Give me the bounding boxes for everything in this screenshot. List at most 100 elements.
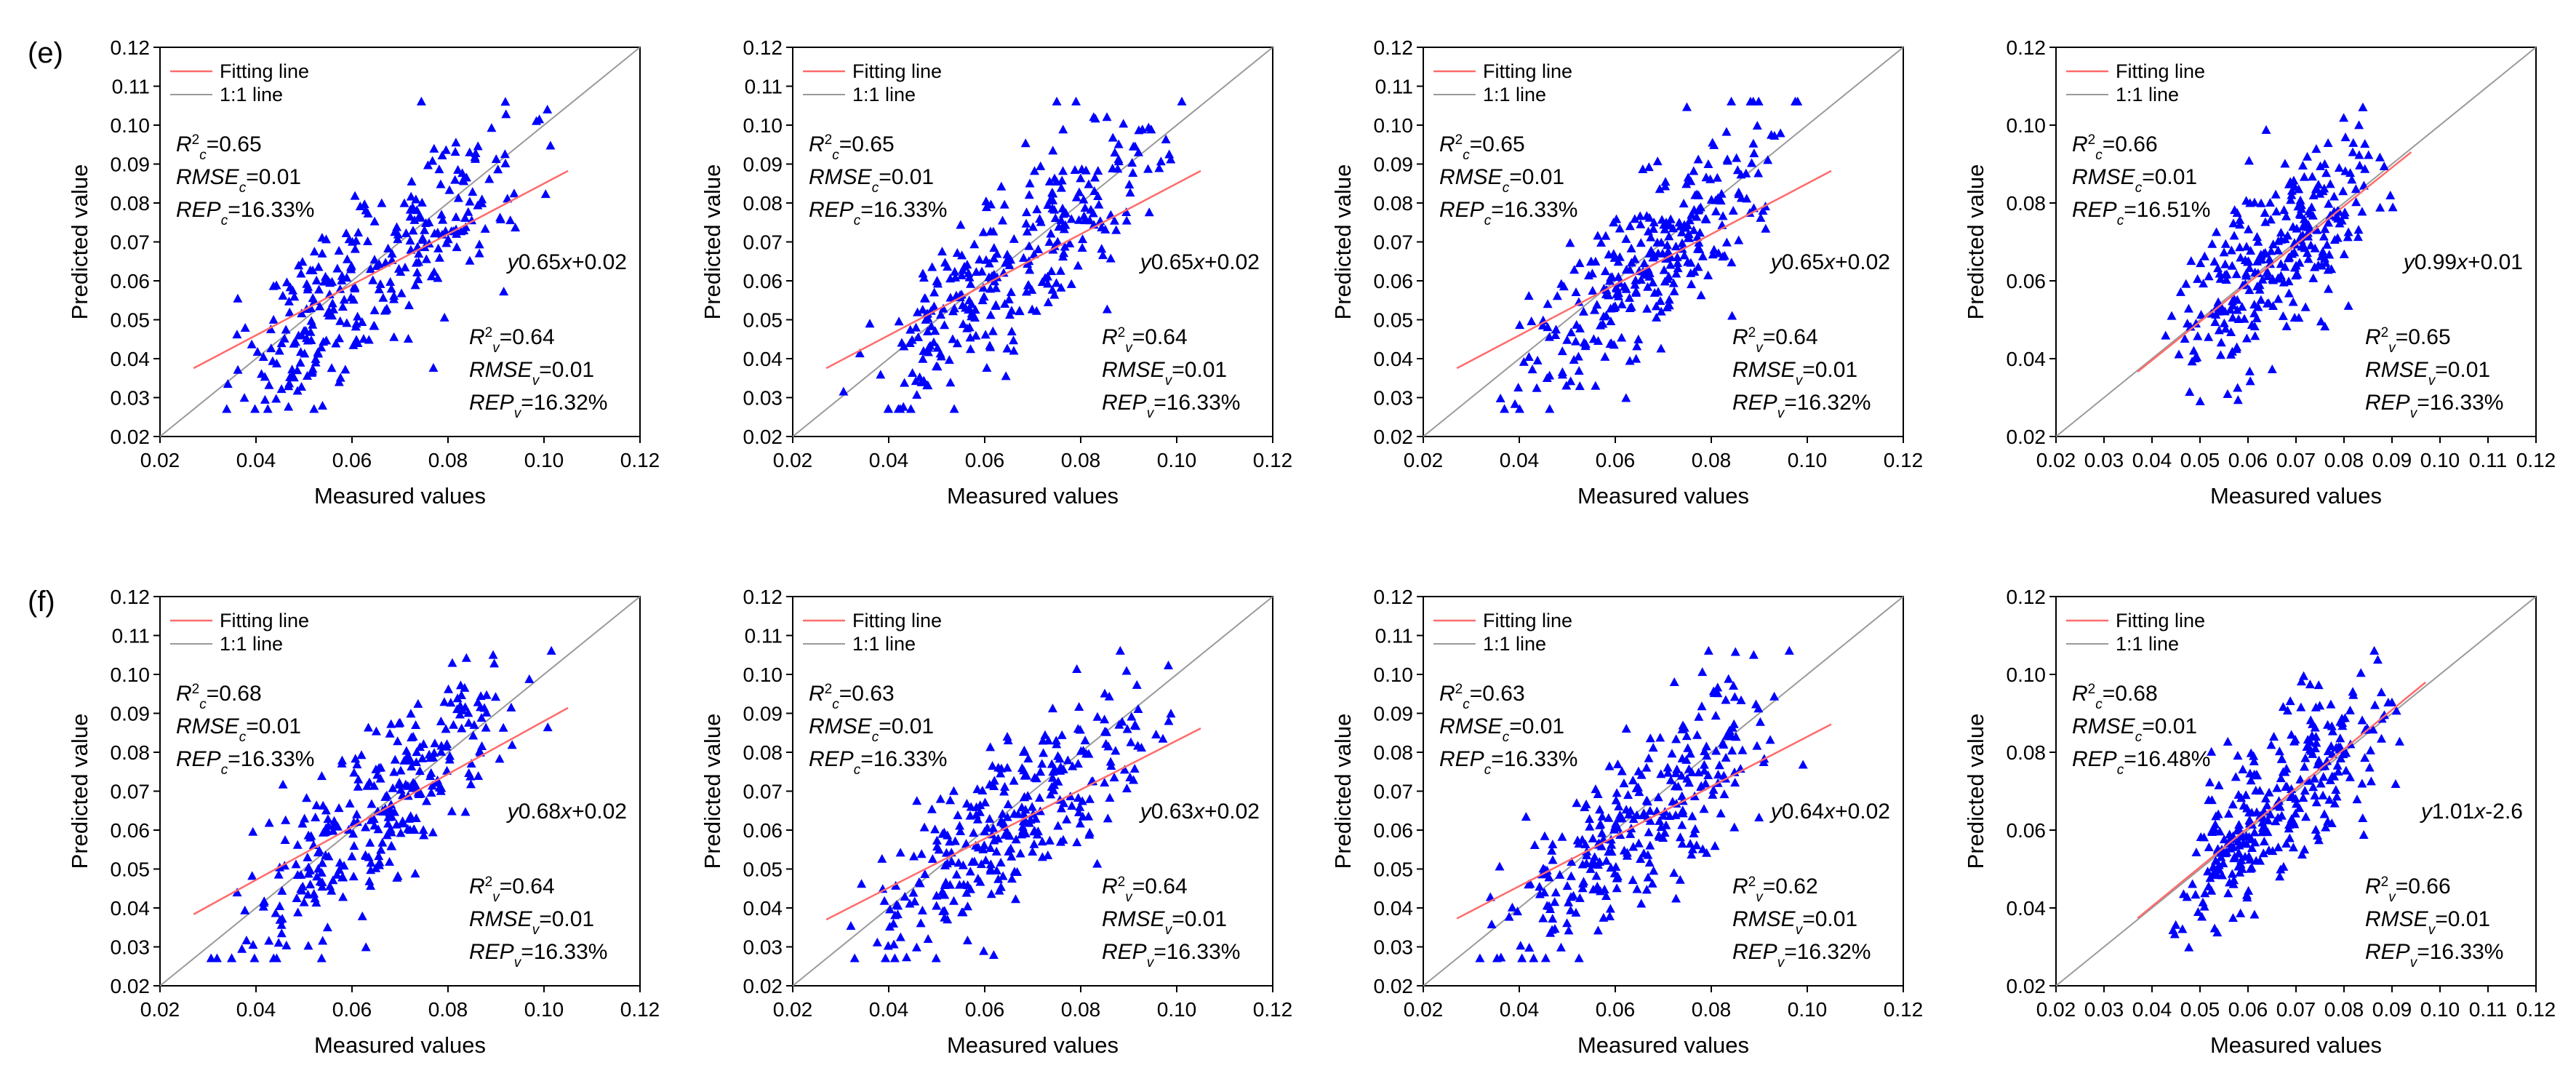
data-point [271, 953, 281, 963]
data-point [891, 880, 901, 890]
data-point [1561, 380, 1572, 390]
data-point [327, 298, 337, 308]
data-point [934, 845, 944, 854]
data-point [2364, 762, 2375, 772]
data-point [1613, 257, 1623, 266]
data-point [2246, 245, 2256, 255]
y-tick-label: 0.03 [743, 936, 783, 959]
data-point [1646, 232, 1656, 242]
y-tick-label: 0.12 [111, 36, 151, 59]
y-axis-label: Predicted value [700, 164, 725, 320]
data-point [1670, 781, 1680, 791]
data-point [2295, 258, 2305, 267]
data-point [1663, 768, 1673, 777]
data-point [2283, 253, 2293, 263]
data-point [453, 193, 463, 202]
data-point [378, 292, 388, 302]
data-point [1718, 211, 1728, 220]
data-point [481, 707, 492, 717]
data-point [1048, 767, 1058, 776]
data-point [1548, 839, 1558, 848]
data-point [2218, 858, 2228, 868]
data-point [2338, 186, 2348, 196]
data-point [1600, 351, 1610, 361]
data-point [940, 320, 950, 330]
data-point [1630, 214, 1640, 223]
data-point [991, 283, 1001, 292]
x-tick-label: 0.11 [2469, 449, 2507, 471]
data-point [2364, 150, 2374, 159]
data-point [2244, 156, 2254, 165]
data-point [2285, 696, 2295, 706]
r2-calibration: R2c=0.65 [176, 132, 262, 163]
data-point [2307, 202, 2317, 212]
data-point [1678, 720, 1688, 730]
data-point [1593, 789, 1603, 799]
data-point [1557, 370, 1567, 379]
data-point [1727, 746, 1737, 755]
data-point [2285, 177, 2295, 186]
data-point [2265, 197, 2275, 207]
data-point [2383, 698, 2393, 707]
data-point [999, 786, 1009, 796]
data-point [1671, 768, 1681, 778]
data-point [965, 866, 975, 876]
y-tick-label: 0.08 [111, 741, 151, 764]
data-point [352, 760, 362, 769]
x-axis-label: Measured values [1577, 483, 1749, 509]
data-point [1019, 745, 1029, 754]
data-point [509, 188, 519, 198]
data-point [292, 840, 303, 849]
data-point [2244, 263, 2255, 272]
data-point [292, 386, 303, 395]
data-point [932, 276, 943, 285]
data-point [2324, 284, 2334, 293]
data-point [2308, 749, 2318, 758]
data-point [936, 309, 946, 319]
data-point [1727, 96, 1737, 105]
data-point [1703, 645, 1713, 655]
data-point [2375, 152, 2385, 162]
data-point [257, 369, 267, 378]
data-point [477, 194, 487, 204]
y-tick-label: 0.02 [743, 426, 783, 448]
data-point [1758, 206, 1768, 215]
data-point [390, 754, 400, 764]
data-point [1156, 156, 1166, 166]
data-point [1642, 813, 1652, 822]
y-tick-label: 0.05 [1374, 858, 1414, 881]
data-point [865, 319, 875, 328]
data-point [387, 248, 397, 258]
data-point [1643, 282, 1653, 291]
data-point [1722, 154, 1732, 164]
data-point [316, 953, 327, 963]
data-point [405, 212, 415, 221]
data-point [1164, 716, 1174, 725]
data-point [1552, 291, 1562, 300]
data-point [2276, 773, 2286, 783]
y-tick-label: 0.11 [1375, 625, 1413, 647]
data-point [2180, 334, 2190, 343]
data-point [2284, 288, 2294, 298]
data-point [2299, 241, 2309, 250]
data-point [386, 827, 396, 837]
data-point [1585, 821, 1595, 831]
x-tick-label: 0.05 [2180, 998, 2220, 1021]
data-point [2343, 227, 2353, 236]
y-tick-label: 0.08 [2007, 192, 2047, 215]
fitting-line [193, 170, 569, 370]
data-point [1617, 332, 1627, 342]
data-point [897, 338, 907, 347]
data-point [348, 829, 359, 838]
data-point [2295, 209, 2305, 218]
data-point [321, 234, 332, 244]
data-point [2268, 239, 2279, 249]
data-point [1019, 765, 1029, 775]
data-point [2191, 848, 2201, 857]
data-point [1089, 172, 1100, 182]
data-point [2263, 298, 2273, 308]
data-point [1524, 942, 1535, 952]
data-point [1006, 287, 1016, 296]
data-point [350, 244, 360, 253]
data-point [944, 355, 954, 364]
